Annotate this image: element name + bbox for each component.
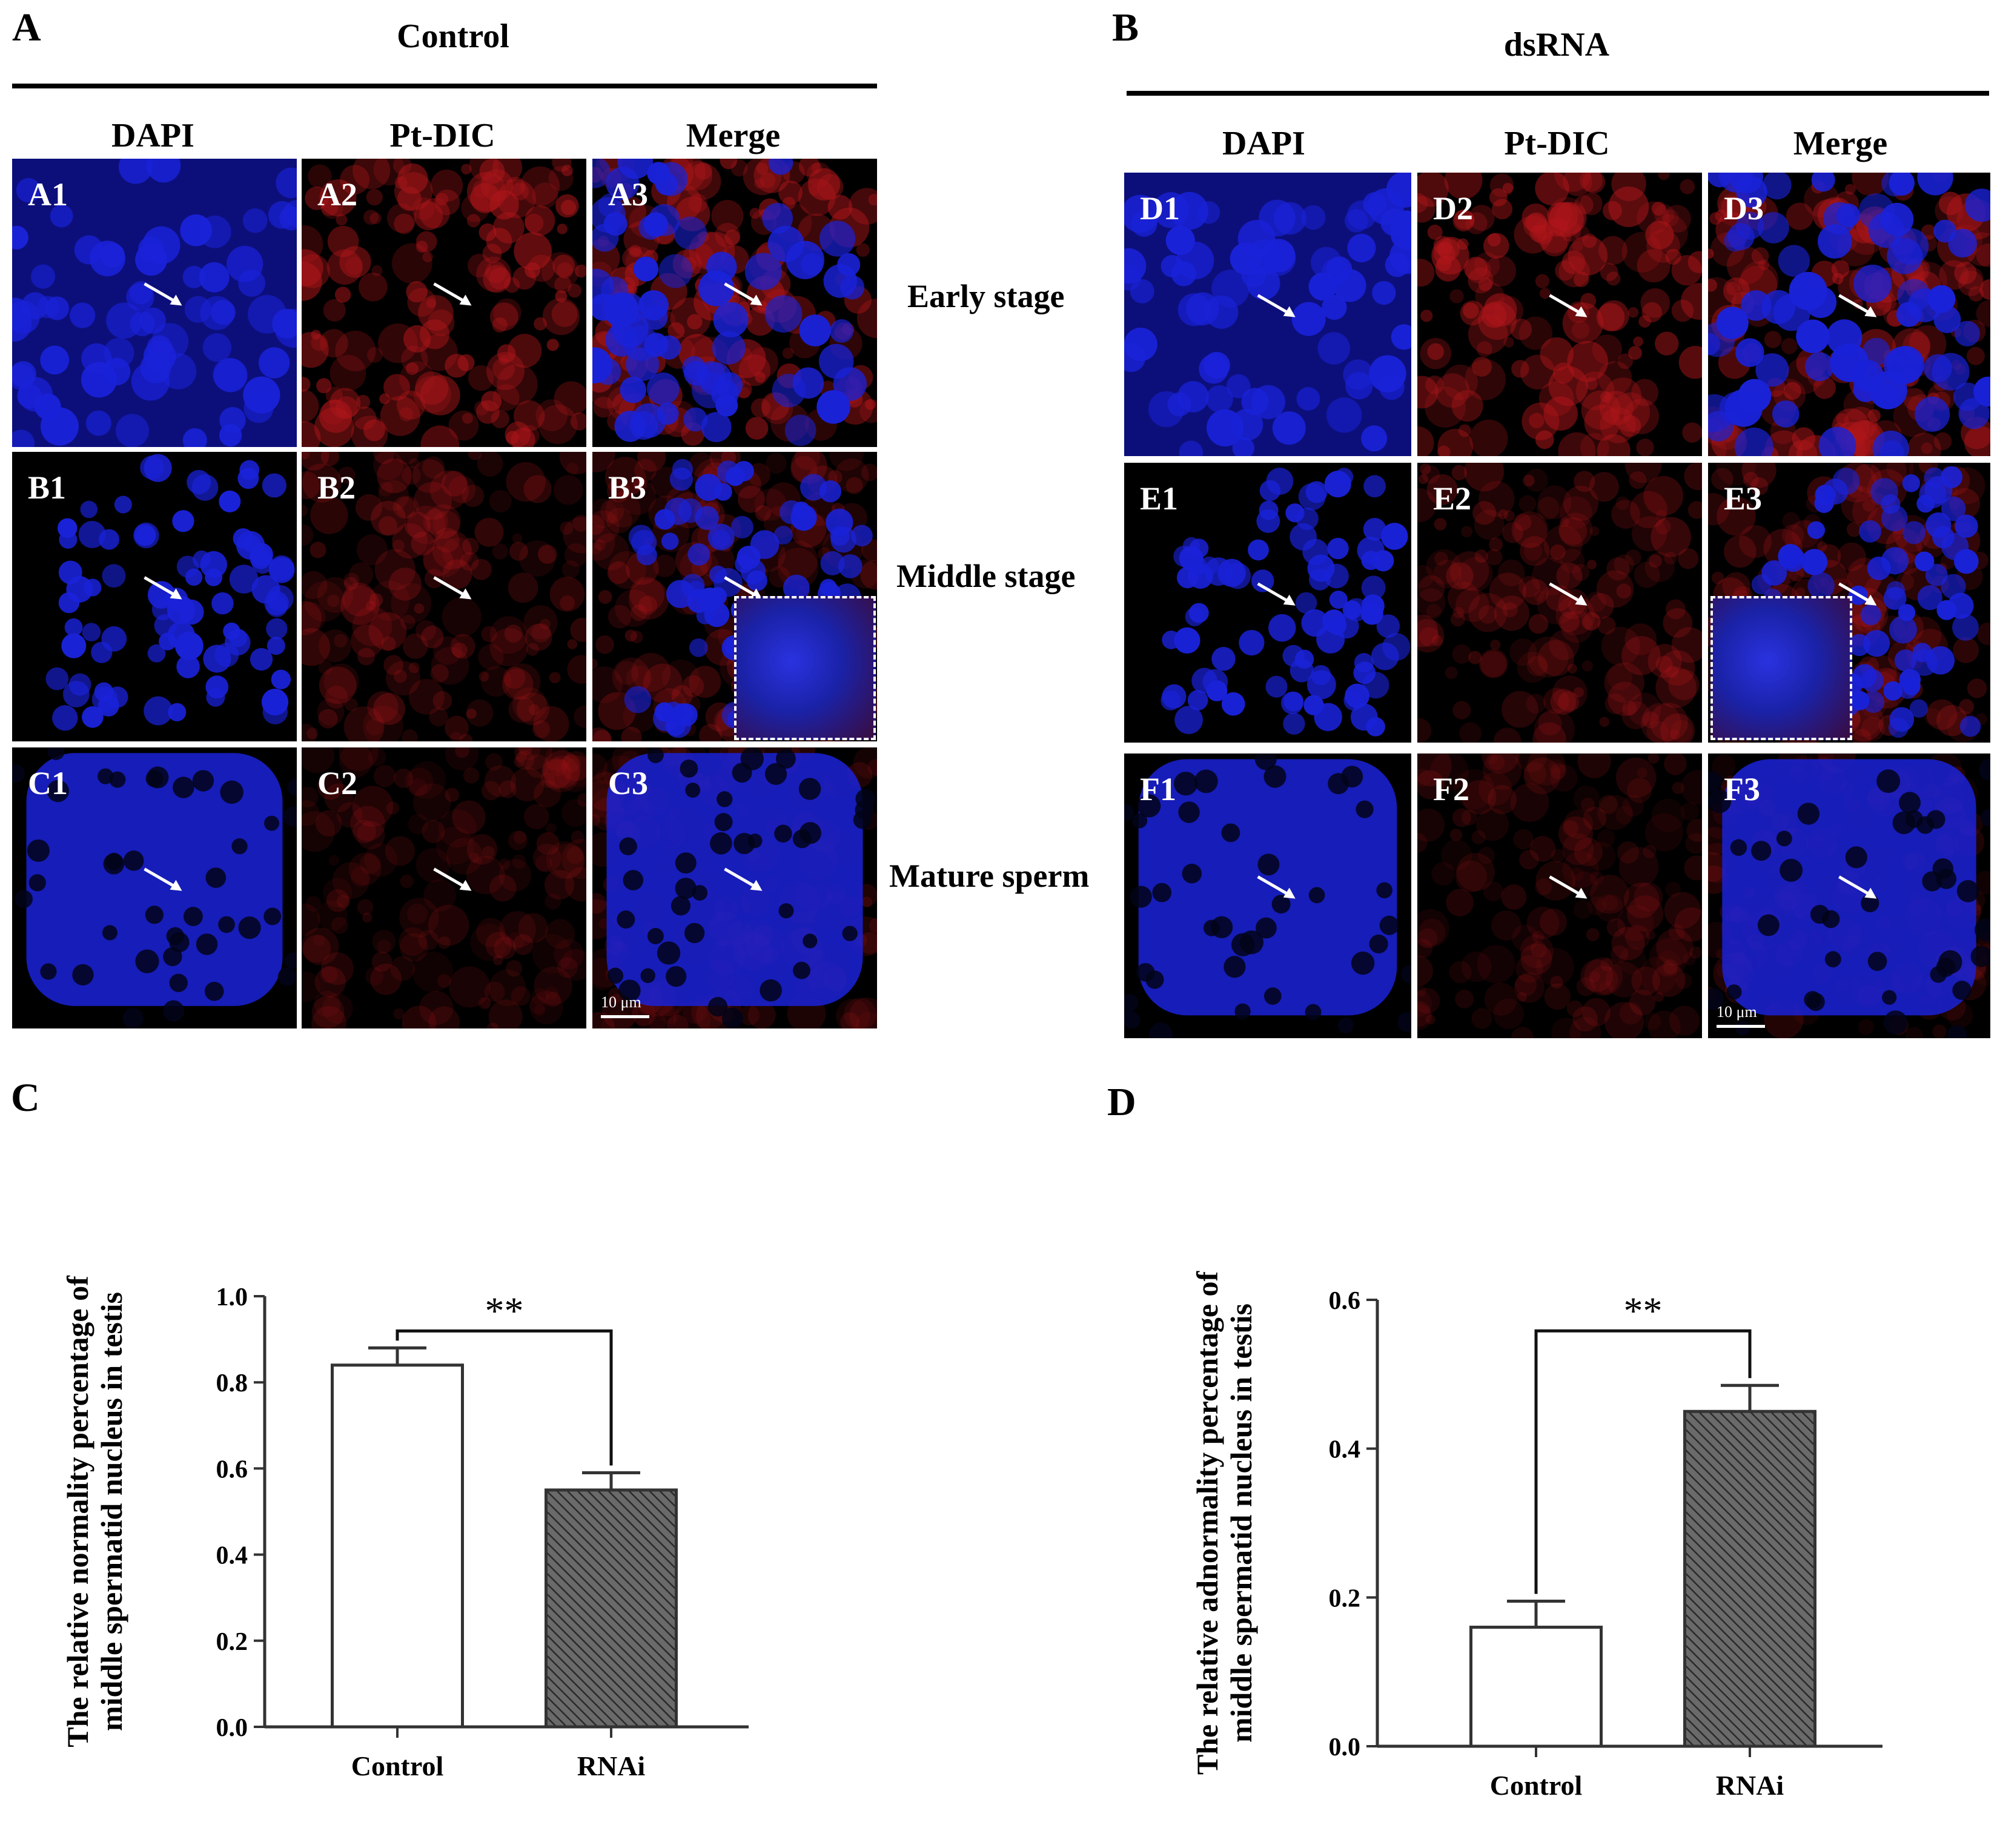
- tile-label: A1: [28, 176, 68, 213]
- tile-label: A2: [317, 176, 357, 213]
- tile-label: C3: [608, 765, 648, 801]
- y-tick-label: 0.2: [1329, 1585, 1361, 1612]
- significance-label: **: [1624, 1289, 1663, 1332]
- micrograph-e2: E2: [1417, 463, 1702, 743]
- y-axis-label: The relative normality percentage ofmidd…: [61, 1275, 128, 1747]
- micrograph-f2: F2: [1417, 753, 1702, 1038]
- bar-control: [331, 1363, 464, 1729]
- col-head-dapi-a: DAPI: [111, 117, 194, 154]
- scale-bar-label: 10 μm: [1717, 1003, 1757, 1021]
- panel-letter-c: C: [11, 1076, 40, 1120]
- tile-label: E2: [1433, 480, 1472, 517]
- zoom-inset: [734, 596, 876, 740]
- tile-label: F1: [1140, 771, 1176, 807]
- row-head-early-stage: Early stage: [907, 278, 1065, 314]
- x-tick-label: Control: [351, 1750, 444, 1781]
- row-head-mature-sperm: Mature sperm: [889, 858, 1090, 894]
- micrograph-c2: C2: [302, 747, 586, 1028]
- micrograph-d1: D1: [1124, 173, 1411, 456]
- tile-label: E1: [1140, 480, 1179, 517]
- col-head-merge-b: Merge: [1793, 125, 1888, 162]
- group-title-dsrna: dsRNA: [1503, 26, 1610, 64]
- tile-label: B2: [317, 469, 356, 506]
- significance-bracket: [396, 1329, 613, 1466]
- y-tick-label: 0.6: [1329, 1287, 1361, 1315]
- micrograph-a2: A2: [302, 159, 586, 447]
- y-tick-label: 0.4: [1329, 1436, 1361, 1464]
- micrograph-b3: B3: [592, 452, 877, 741]
- tile-label: A3: [608, 176, 648, 213]
- significance-label: **: [485, 1289, 524, 1332]
- chart-marks: **: [331, 1289, 678, 1729]
- micrograph-d3: D3: [1708, 173, 1990, 456]
- scale-bar: [601, 1015, 649, 1018]
- micrograph-c1: C1: [12, 747, 297, 1028]
- group-title-control: Control: [397, 18, 509, 55]
- micrograph-a3: A3: [592, 159, 877, 447]
- micrograph-f1: F1: [1124, 753, 1411, 1038]
- micrograph-f3: F3 10 μm: [1708, 753, 1990, 1038]
- chart-axes: 0.0 0.2 0.4 0.6 0.8 1.0 Control RNAi: [216, 1283, 749, 1781]
- bar-chart-adnormality: The relative adnormality percentage ofmi…: [1190, 1270, 1882, 1801]
- panel-letter-b: B: [1112, 5, 1139, 50]
- tile-label: C1: [28, 765, 68, 801]
- group-rule-control: [12, 84, 877, 88]
- x-tick-label: Control: [1490, 1770, 1583, 1801]
- micrograph-c3: C3 10 μm: [592, 747, 877, 1028]
- col-head-ptdic-a: Pt-DIC: [389, 117, 495, 154]
- micrograph-a1: A1: [12, 159, 297, 447]
- scale-bar-label: 10 μm: [601, 993, 641, 1011]
- micrograph-e1: E1: [1124, 463, 1411, 743]
- bar-control: [1469, 1625, 1603, 1748]
- col-head-dapi-b: DAPI: [1222, 125, 1305, 162]
- y-axis-label: The relative adnormality percentage ofmi…: [1190, 1270, 1258, 1775]
- col-head-ptdic-b: Pt-DIC: [1504, 125, 1610, 162]
- y-tick-label: 0.4: [216, 1542, 248, 1570]
- zoom-inset: [1710, 596, 1852, 740]
- y-tick-label: 0.0: [1329, 1734, 1361, 1761]
- tile-label: F2: [1433, 771, 1469, 807]
- row-head-middle-stage: Middle stage: [896, 558, 1076, 594]
- chart-marks: **: [1469, 1289, 1816, 1748]
- bar-rnai: [545, 1488, 678, 1729]
- micrograph-b1: B1: [12, 452, 297, 741]
- significance-bracket: [1534, 1329, 1752, 1594]
- x-tick-label: RNAi: [1716, 1770, 1784, 1801]
- y-tick-label: 0.2: [216, 1628, 248, 1656]
- x-tick-label: RNAi: [577, 1750, 646, 1781]
- tile-label: E3: [1724, 480, 1763, 517]
- tile-label: D3: [1724, 190, 1764, 227]
- group-rule-dsrna: [1127, 91, 1989, 96]
- y-tick-label: 1.0: [216, 1283, 248, 1311]
- bar-chart-normality: The relative normality percentage ofmidd…: [61, 1275, 749, 1781]
- panel-letter-d: D: [1107, 1080, 1136, 1124]
- y-tick-label: 0.6: [216, 1456, 248, 1483]
- micrograph-e3: E3: [1708, 463, 1990, 743]
- scale-bar: [1717, 1025, 1765, 1028]
- tile-label: C2: [317, 765, 357, 801]
- y-tick-label: 0.0: [216, 1714, 248, 1742]
- tile-label: D1: [1140, 190, 1180, 227]
- panel-letter-a: A: [12, 5, 41, 50]
- col-head-merge-a: Merge: [686, 117, 781, 154]
- bar-rnai: [1683, 1409, 1816, 1748]
- tile-label: B1: [28, 469, 67, 506]
- y-tick-label: 0.8: [216, 1369, 248, 1397]
- tile-label: D2: [1433, 190, 1473, 227]
- tile-label: B3: [608, 469, 647, 506]
- tile-label: F3: [1724, 771, 1760, 807]
- micrograph-d2: D2: [1417, 173, 1702, 456]
- micrograph-b2: B2: [302, 452, 586, 741]
